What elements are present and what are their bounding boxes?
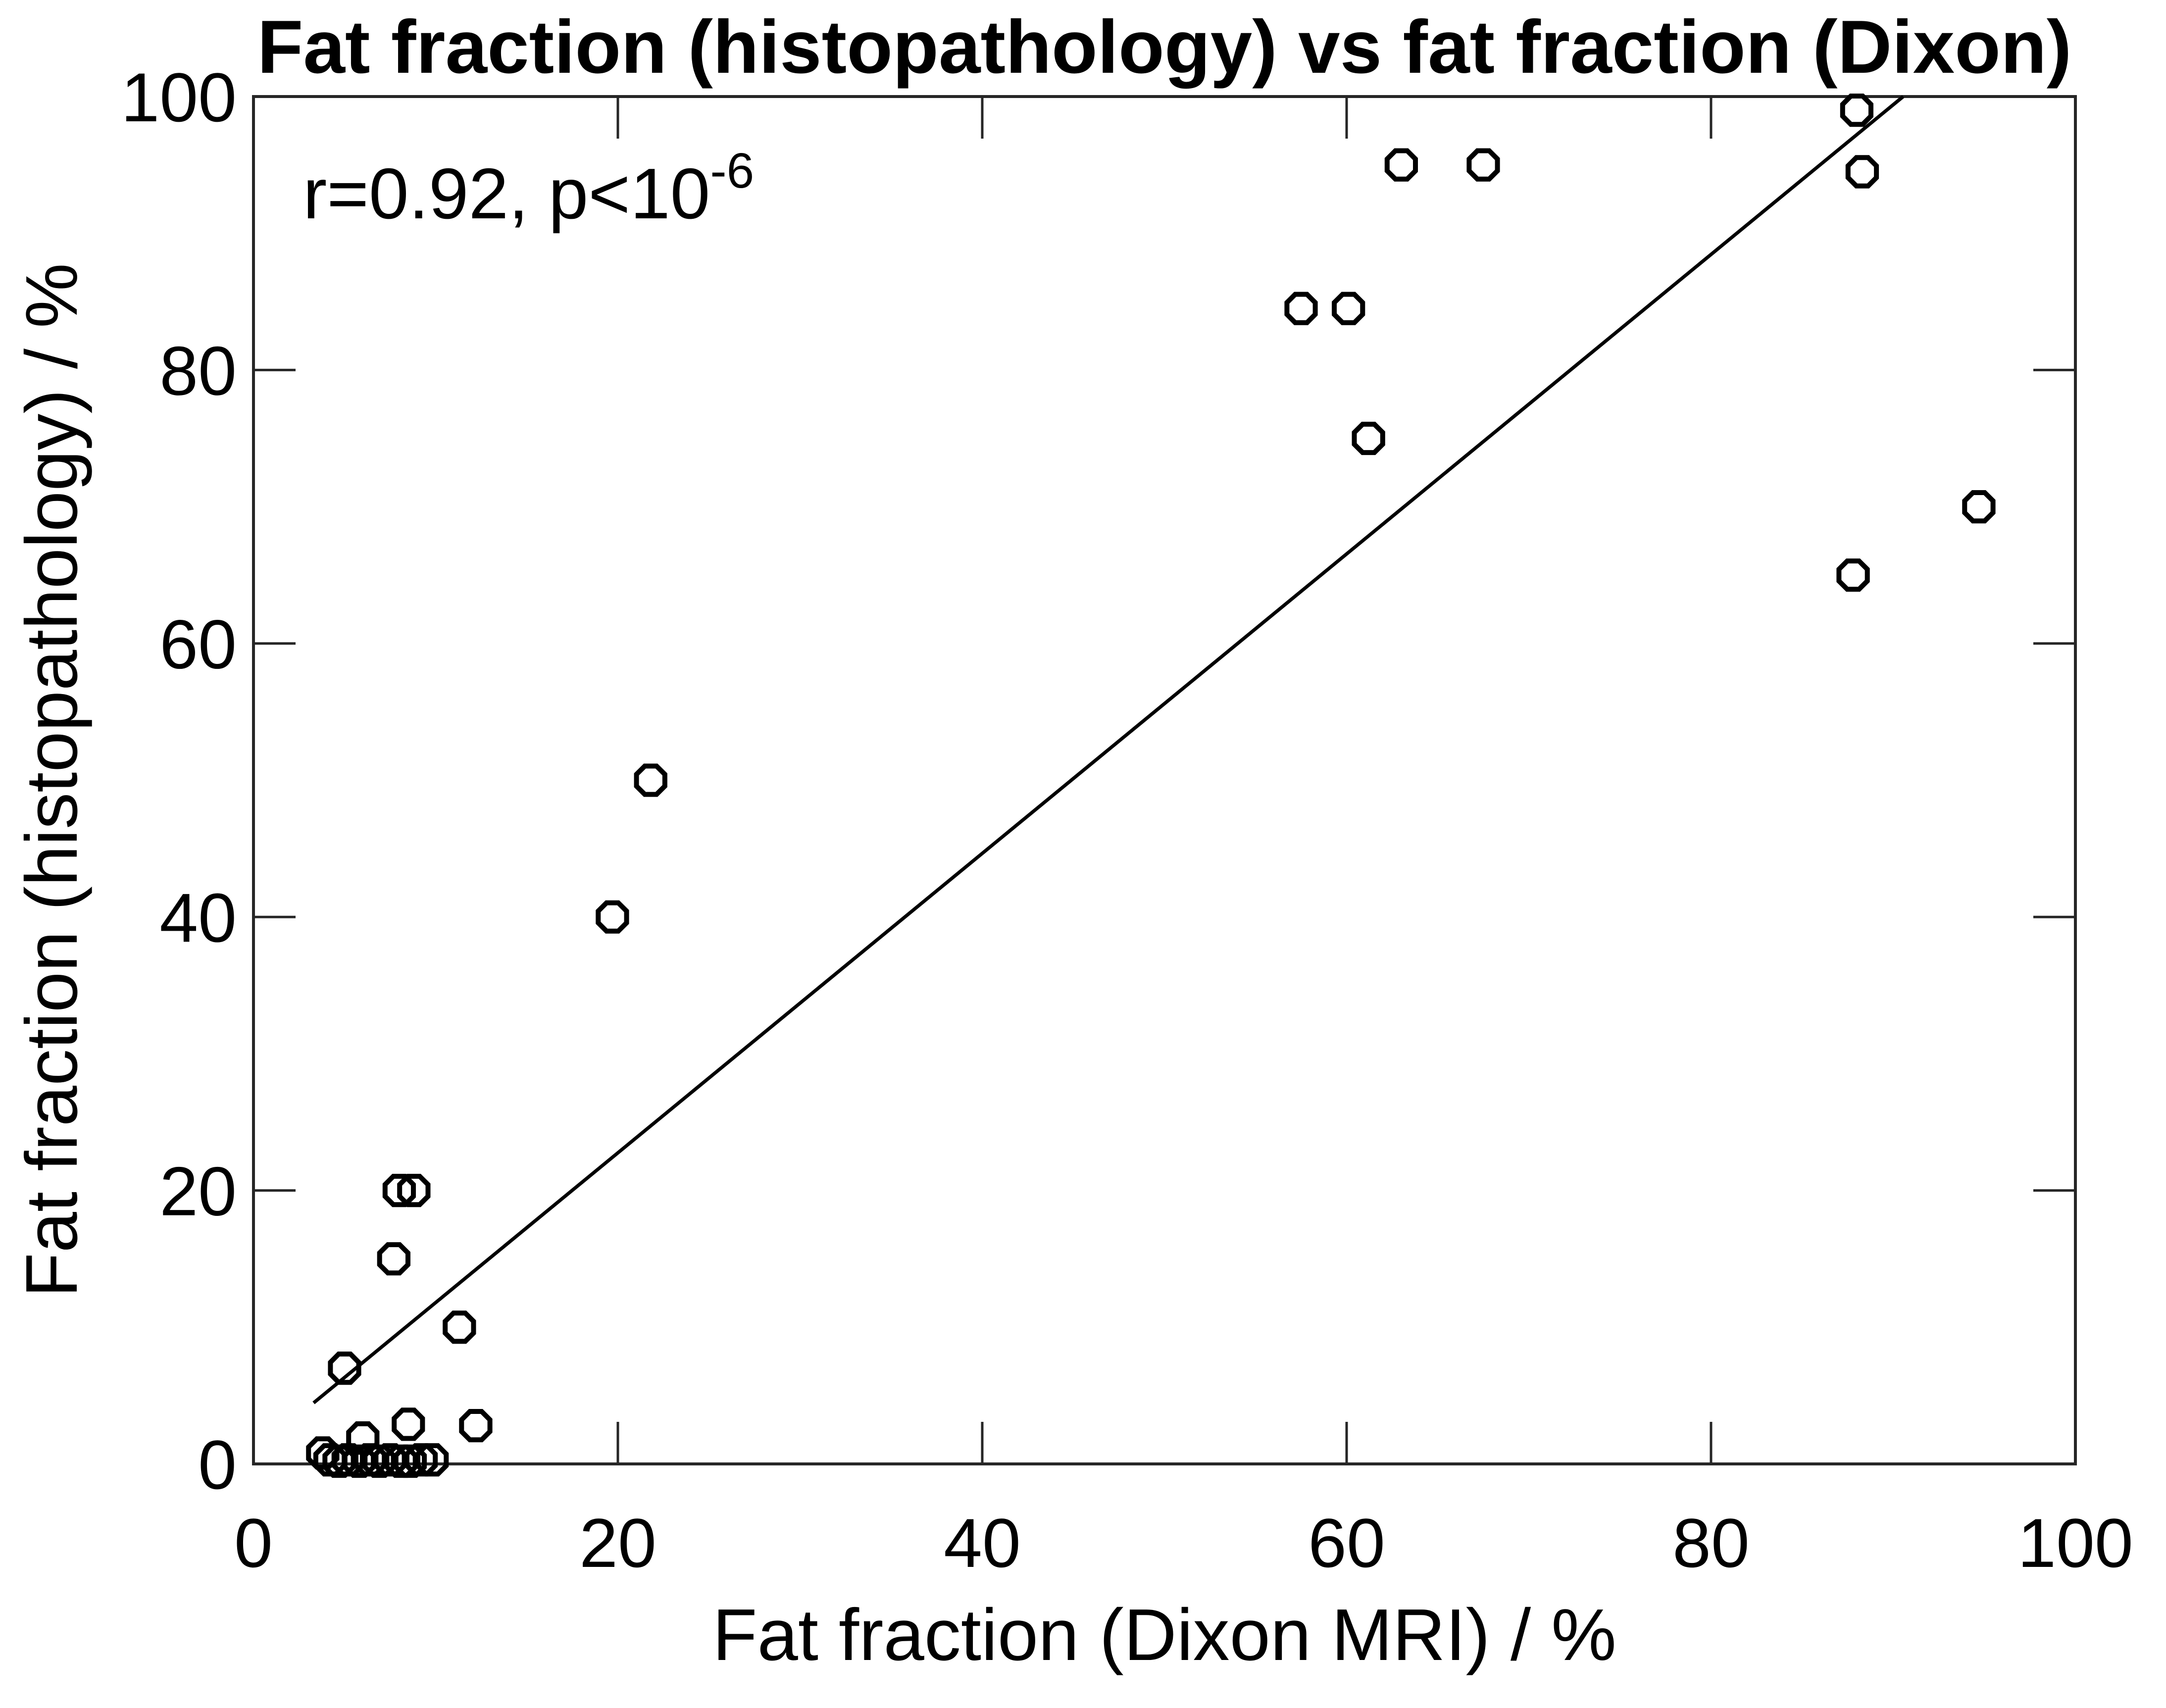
- scatter-point: [1352, 421, 1385, 455]
- x-tick-label: 40: [944, 1504, 1021, 1582]
- scatter-point: [377, 1242, 410, 1276]
- scatter-point: [1845, 155, 1879, 189]
- correlation-annotation: r=0.92, p<10-6: [303, 143, 754, 235]
- x-tick-label: 80: [1672, 1504, 1750, 1582]
- scatter-point: [346, 1421, 380, 1455]
- fit-line: [312, 95, 1905, 1405]
- y-tick-label: 0: [198, 1426, 237, 1504]
- scatter-point: [397, 1174, 431, 1207]
- y-tick-label: 100: [121, 58, 237, 136]
- y-tick-label: 80: [159, 332, 237, 409]
- y-axis-label: Fat fraction (histopathology) / %: [11, 263, 93, 1298]
- x-tick-label: 20: [579, 1504, 656, 1582]
- correlation-annotation-text: r=0.92, p<10: [303, 153, 710, 234]
- scatter-point: [1466, 148, 1500, 182]
- scatter-point: [392, 1407, 425, 1441]
- y-tick-label: 40: [159, 879, 237, 956]
- scatter-point: [1332, 292, 1365, 325]
- scatter-point: [634, 763, 667, 797]
- scatter-point: [328, 1352, 361, 1385]
- scatter-point: [1962, 490, 1996, 524]
- scatter-point: [1384, 148, 1418, 182]
- axes-box: [252, 95, 2077, 1465]
- x-tick-label: 60: [1308, 1504, 1385, 1582]
- scatter-point: [1840, 94, 1873, 127]
- x-tick-label: 0: [234, 1504, 273, 1582]
- scatter-point: [373, 1443, 407, 1477]
- scatter-point: [443, 1310, 476, 1344]
- scatter-point: [596, 900, 629, 934]
- scatter-point: [382, 1174, 416, 1207]
- scatter-point: [1836, 558, 1870, 592]
- scatter-point: [459, 1409, 493, 1443]
- chart-title: Fat fraction (histopathology) vs fat fra…: [257, 5, 2072, 89]
- y-tick-label: 60: [159, 605, 237, 683]
- x-tick-label: 100: [2017, 1504, 2133, 1582]
- correlation-annotation-exponent: -6: [710, 143, 755, 199]
- scatter-point: [415, 1443, 449, 1477]
- x-axis-label: Fat fraction (Dixon MRI) / %: [712, 1594, 1616, 1676]
- scatter-point: [1284, 292, 1318, 325]
- y-tick-label: 20: [159, 1153, 237, 1230]
